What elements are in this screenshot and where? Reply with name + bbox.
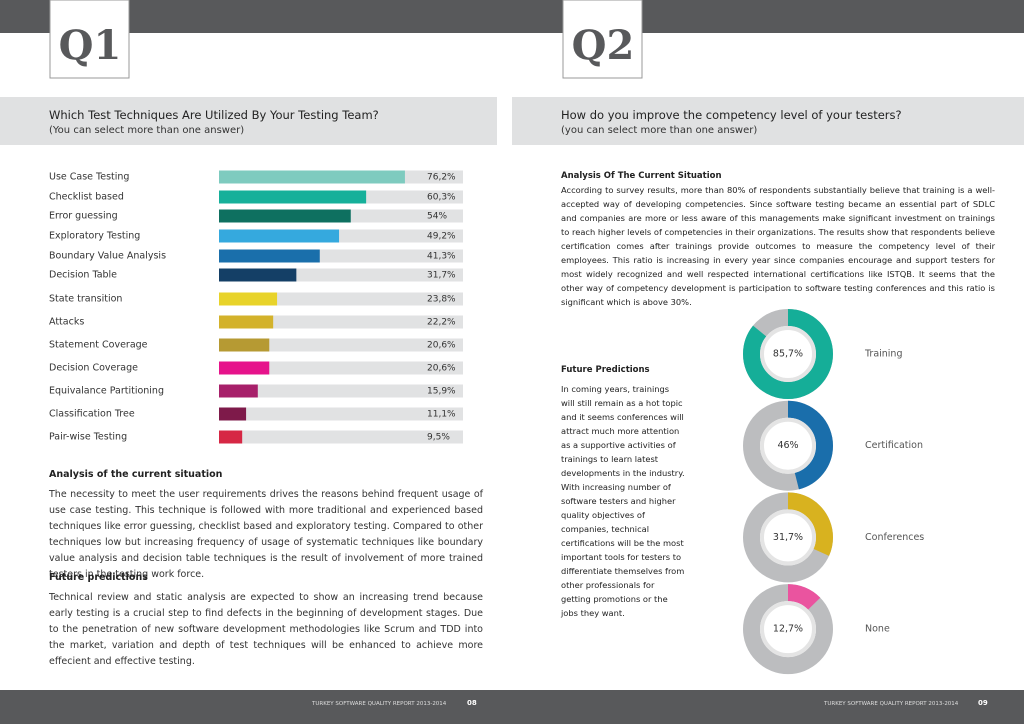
value-label: 31,7% [427,271,456,281]
value-label: 22,2% [427,318,456,328]
category-label: Checklist based [49,192,124,203]
subtitle: (You can select more than one answer) [49,125,245,136]
paragraph: In coming years, trainings will still re… [561,384,685,618]
heading: Future predictions [49,572,148,583]
category-label: Pair-wise Testing [49,432,127,443]
paragraph: Technical review and static analysis are… [49,592,483,667]
donut-arc [743,492,833,583]
page-number: 08 [467,699,477,707]
paragraph: According to survey results, more than 8… [561,185,995,307]
legend-label: Certification [865,440,923,451]
donut-arc [743,309,833,399]
bar [219,292,278,306]
donut-arc [743,400,833,491]
bar-track [219,292,463,306]
donut-inner [760,601,816,658]
bar [219,229,340,243]
category-label: Equivalance Partitioning [49,386,164,397]
header-band [0,97,497,145]
legend-label: Conferences [865,532,924,543]
bar-track [219,384,463,398]
bar [219,209,351,223]
category-label: Exploratory Testing [49,231,140,242]
footer-band [0,690,1024,724]
top-band [0,0,1024,33]
value-label: 46% [777,440,798,451]
q-label: Q1 [58,22,122,69]
legend-label: None [865,624,890,635]
category-label: Attacks [49,317,84,328]
bar [219,407,247,421]
q-label: Q2 [571,22,635,69]
bar [219,384,258,398]
category-label: Decision Coverage [49,363,138,374]
title: How do you improve the competency level … [561,108,902,122]
donut-arc [743,584,833,675]
value-label: 20,6% [427,364,456,374]
bar [219,249,320,263]
value-label: 23,8% [427,295,456,305]
value-label: 76,2% [427,173,456,183]
category-label: State transition [49,294,122,305]
bar [219,190,367,204]
value-label: 11,1% [427,410,456,420]
value-label: 20,6% [427,341,456,351]
value-label: 31,7% [773,532,803,543]
value-label: 15,9% [427,387,456,397]
category-label: Use Case Testing [49,172,129,183]
donut-inner [760,509,816,566]
value-label: 85,7% [773,349,803,360]
bar [219,430,243,444]
paragraph: The necessity to meet the user requireme… [49,489,483,580]
footer-text: TURKEY SOFTWARE QUALITY REPORT 2013-2014 [312,701,447,707]
bar-track [219,407,463,421]
value-label: 60,3% [427,193,456,203]
bar-track [219,430,463,444]
bar [219,315,274,329]
donut-inner [760,417,816,474]
category-label: Decision Table [49,270,117,281]
subtitle: (you can select more than one answer) [561,125,758,136]
heading: Analysis of the current situation [49,469,223,480]
value-label: 9,5% [427,433,450,443]
header-band [512,97,1024,145]
bar [219,338,270,352]
value-label: 41,3% [427,252,456,262]
title: Which Test Techniques Are Utilized By Yo… [49,108,379,122]
category-label: Statement Coverage [49,340,148,351]
category-label: Boundary Value Analysis [49,251,166,262]
bar-track [219,338,463,352]
q-box [562,0,643,79]
bar-track [219,315,463,329]
donut-inner [760,326,816,382]
category-label: Classification Tree [49,409,135,420]
heading: Analysis Of The Current Situation [561,171,722,181]
bar [219,361,270,375]
bar-track [219,361,463,375]
bar [219,170,405,184]
heading: Future Predictions [561,365,650,375]
footer-text: TURKEY SOFTWARE QUALITY REPORT 2013-2014 [824,701,959,707]
q-box [49,0,130,79]
value-label: 54% [427,212,447,222]
value-label: 49,2% [427,232,456,242]
bar [219,268,297,282]
category-label: Error guessing [49,211,118,222]
value-label: 12,7% [773,624,803,635]
page-number: 09 [978,699,988,707]
legend-label: Training [864,349,903,360]
